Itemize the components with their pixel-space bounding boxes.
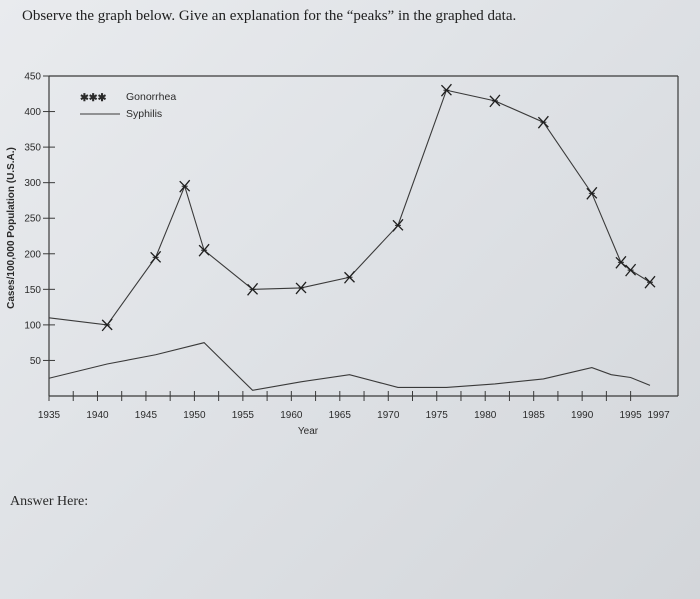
x-tick-label: 1985: [523, 410, 546, 421]
gonorrhea-point: [537, 115, 549, 129]
y-tick-label: 150: [24, 285, 41, 296]
question-text: Observe the graph below. Give an explana…: [22, 8, 517, 24]
gonorrhea-point: [615, 255, 627, 269]
gonorrhea-point: [392, 218, 404, 232]
x-tick-label: 1950: [183, 410, 206, 421]
gonorrhea-point: [150, 250, 162, 264]
chart-legend: ✱✱✱ Gonorrhea Syphilis: [80, 91, 176, 120]
x-axis-label: Year: [298, 426, 319, 437]
x-tick-label: 1935: [38, 410, 61, 421]
chart-series: [48, 83, 656, 391]
y-tick-label: 400: [24, 107, 41, 118]
gonorrhea-point: [101, 318, 113, 332]
gonorrhea-series-line: [48, 89, 651, 326]
gonorrhea-point: [179, 179, 191, 193]
y-tick-label: 50: [30, 356, 42, 367]
answer-label: Answer Here:: [10, 494, 89, 509]
x-tick-label: 1970: [377, 410, 400, 421]
y-tick-label: 300: [24, 178, 41, 189]
gonorrhea-point: [198, 243, 210, 257]
gonorrhea-point: [489, 94, 501, 108]
y-axis-label: Cases/100,000 Population (U.S.A.): [6, 147, 17, 309]
syphilis-series-line: [48, 342, 651, 391]
chart-axes: 50 100 150 200 250 300 350 400 450 1935 1940 1945 19…: [6, 72, 679, 437]
x-tick-label: 1975: [426, 410, 449, 421]
x-tick-label: 1995: [619, 410, 642, 421]
gonorrhea-point: [295, 281, 307, 295]
legend-gonorrhea-marker: ✱✱✱: [80, 92, 107, 104]
y-tick-label: 250: [24, 214, 41, 225]
x-tick-label: 1960: [280, 410, 303, 421]
x-tick-label: 1940: [86, 410, 109, 421]
gonorrhea-point: [247, 282, 259, 296]
x-tick-label: 1980: [474, 410, 497, 421]
x-tick-label: 1955: [232, 410, 255, 421]
x-tick-label: 1990: [571, 410, 594, 421]
gonorrhea-point: [344, 270, 355, 284]
legend-gonorrhea-label: Gonorrhea: [126, 91, 176, 103]
y-tick-label: 350: [24, 143, 41, 154]
gonorrhea-point: [625, 263, 637, 277]
legend-syphilis-label: Syphilis: [126, 108, 162, 120]
y-tick-label: 100: [24, 320, 41, 331]
gonorrhea-point: [440, 83, 452, 97]
gonorrhea-point: [644, 275, 656, 289]
gonorrhea-point: [586, 186, 598, 200]
x-tick-label: 1997: [647, 410, 670, 421]
x-tick-label: 1945: [135, 410, 158, 421]
x-tick-label: 1965: [329, 410, 352, 421]
y-tick-label: 450: [24, 72, 41, 83]
y-tick-label: 200: [24, 249, 41, 260]
